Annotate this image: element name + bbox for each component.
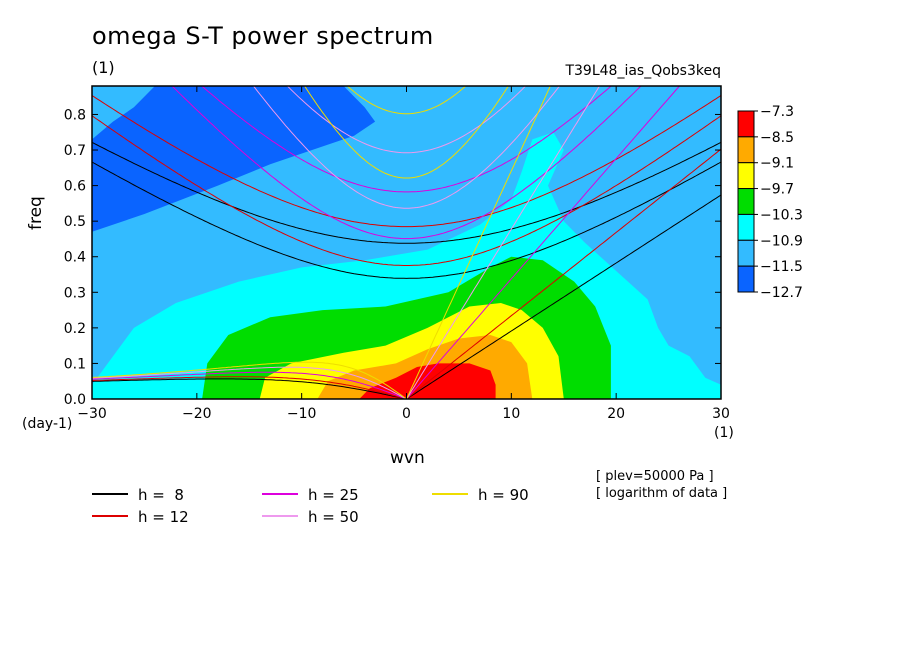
dispersion-ig2-h90 xyxy=(346,86,467,115)
y-axis-unit: (day-1) xyxy=(22,416,73,432)
colorbar-swatch xyxy=(737,188,755,215)
contour-level-blue-2 xyxy=(92,86,155,140)
y-tick-label: 0.2 xyxy=(64,321,86,337)
dispersion-rossby-h8 xyxy=(92,378,407,399)
dispersion-rossby-h12 xyxy=(92,376,407,399)
dispersion-ig2-h25 xyxy=(201,86,612,193)
legend: h = 8 h = 12 h = 25 h = 50 h = 90 xyxy=(92,486,529,526)
colorbar: −7.3 −8.5 −9.1 −9.7 −10.3 −10.9 −11.5 −12.7 xyxy=(737,104,803,301)
contour-fills xyxy=(92,86,721,399)
y-axis: 0.0 0.1 0.2 0.3 0.4 0.5 0.6 0.7 0.8 xyxy=(64,107,721,408)
colorbar-label: −9.7 xyxy=(760,182,794,198)
dispersion-ig1-h8 xyxy=(92,161,721,279)
y-tick-label: 0.7 xyxy=(64,143,86,159)
colorbar-swatch xyxy=(737,265,755,293)
colorbar-swatch xyxy=(737,239,755,267)
dispersion-kelvin-h50 xyxy=(406,86,601,399)
dispersion-kelvin-h25 xyxy=(406,86,681,399)
colorbar-label: −10.9 xyxy=(760,233,803,249)
dispersion-ig2-h8 xyxy=(92,141,721,244)
dispersion-ig1-h12 xyxy=(92,115,721,266)
x-tick-label: 10 xyxy=(502,406,520,422)
colorbar-label: −10.3 xyxy=(760,207,803,223)
x-tick-label: −30 xyxy=(77,406,107,422)
note-plev: [ plev=50000 Pa ] xyxy=(596,469,714,484)
dispersion-curves xyxy=(92,86,721,399)
chart-subtitle: (1) xyxy=(92,58,115,77)
x-tick-label: 30 xyxy=(712,406,730,422)
dispersion-kelvin-h12 xyxy=(406,148,721,399)
colorbar-label: −7.3 xyxy=(760,104,794,120)
legend-label: h = 12 xyxy=(138,508,189,526)
y-tick-label: 0.5 xyxy=(64,214,86,230)
x-axis-unit: (1) xyxy=(714,425,734,441)
x-tick-label: −20 xyxy=(182,406,212,422)
y-tick-label: 0.4 xyxy=(64,250,86,266)
y-tick-label: 0.1 xyxy=(64,356,86,372)
dispersion-ig1-h50 xyxy=(252,86,561,209)
run-name: T39L48_ias_Qobs3keq xyxy=(565,63,721,79)
colorbar-label: −11.5 xyxy=(760,259,803,275)
y-tick-label: 0.8 xyxy=(64,107,86,123)
dispersion-ig1-h25 xyxy=(171,86,642,240)
legend-label: h = 50 xyxy=(308,508,359,526)
dispersion-kelvin-h8 xyxy=(406,194,721,399)
colorbar-swatch xyxy=(737,110,755,138)
x-tick-label: 0 xyxy=(402,406,411,422)
x-tick-label: −10 xyxy=(287,406,317,422)
colorbar-swatch xyxy=(737,162,755,190)
dispersion-ig1-h90 xyxy=(304,86,509,179)
colorbar-label: −12.7 xyxy=(760,285,803,301)
dispersion-kelvin-h90 xyxy=(406,86,551,399)
dispersion-rossby-h25 xyxy=(92,371,407,399)
legend-label: h = 25 xyxy=(308,486,359,504)
x-tick-label: 20 xyxy=(607,406,625,422)
dispersion-rossby-h90 xyxy=(92,361,407,399)
legend-label: h = 8 xyxy=(138,486,184,504)
y-tick-label: 0.3 xyxy=(64,285,86,301)
dispersion-ig2-h50 xyxy=(286,86,527,154)
colorbar-swatch xyxy=(737,136,755,164)
y-tick-label: 0.6 xyxy=(64,179,86,195)
colorbar-label: −9.1 xyxy=(760,156,794,172)
y-axis-label: freq xyxy=(26,196,46,230)
chart-title: omega S-T power spectrum xyxy=(92,22,434,50)
dispersion-rossby-h50 xyxy=(92,366,407,399)
x-axis-label: wvn xyxy=(390,448,425,468)
x-axis: −30 −20 −10 0 10 20 30 xyxy=(77,86,730,422)
y-tick-label: 0.0 xyxy=(64,392,86,408)
note-log: [ logarithm of data ] xyxy=(596,486,728,501)
colorbar-label: −8.5 xyxy=(760,130,794,146)
legend-label: h = 90 xyxy=(478,486,529,504)
colorbar-swatch xyxy=(737,213,755,241)
